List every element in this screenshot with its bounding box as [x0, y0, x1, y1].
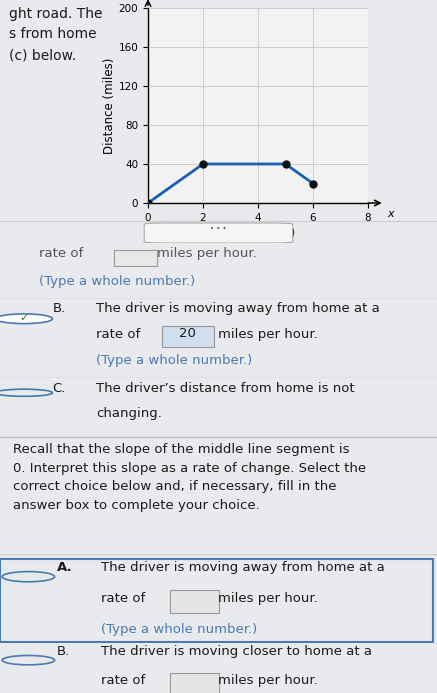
Text: miles per hour.: miles per hour. — [157, 247, 257, 260]
Text: changing.: changing. — [96, 407, 162, 419]
Text: rate of: rate of — [101, 592, 145, 605]
Text: rate of: rate of — [96, 328, 140, 341]
Text: C.: C. — [52, 382, 66, 395]
Text: The driver is moving away from home at a: The driver is moving away from home at a — [101, 561, 384, 574]
Text: • • •: • • • — [210, 226, 227, 232]
FancyBboxPatch shape — [114, 250, 157, 266]
Text: ght road. The
s from home
(c) below.: ght road. The s from home (c) below. — [9, 7, 102, 62]
Y-axis label: Distance (miles): Distance (miles) — [103, 58, 116, 154]
Text: (Type a whole number.): (Type a whole number.) — [96, 354, 253, 367]
Text: miles per hour.: miles per hour. — [218, 328, 318, 341]
Text: B.: B. — [52, 302, 66, 315]
Text: miles per hour.: miles per hour. — [218, 592, 318, 605]
FancyBboxPatch shape — [170, 673, 218, 693]
FancyBboxPatch shape — [144, 223, 293, 243]
Text: The driver is moving closer to home at a: The driver is moving closer to home at a — [101, 645, 371, 658]
Text: rate of: rate of — [101, 674, 145, 687]
FancyBboxPatch shape — [170, 590, 218, 613]
Text: ✓: ✓ — [19, 313, 29, 324]
Text: miles per hour.: miles per hour. — [218, 674, 318, 687]
Text: x: x — [387, 209, 394, 219]
FancyBboxPatch shape — [162, 326, 214, 347]
Text: The driver’s distance from home is not: The driver’s distance from home is not — [96, 382, 355, 395]
Text: 20: 20 — [180, 327, 196, 340]
Text: B.: B. — [57, 645, 70, 658]
X-axis label: Time (hours): Time (hours) — [220, 227, 295, 240]
Text: rate of: rate of — [39, 247, 83, 260]
Text: (Type a whole number.): (Type a whole number.) — [39, 274, 196, 288]
Text: A.: A. — [57, 561, 73, 574]
Text: The driver is moving away from home at a: The driver is moving away from home at a — [96, 302, 380, 315]
Text: Recall that the slope of the middle line segment is
0. Interpret this slope as a: Recall that the slope of the middle line… — [13, 444, 366, 512]
Text: (Type a whole number.): (Type a whole number.) — [101, 624, 257, 636]
Circle shape — [0, 314, 52, 324]
